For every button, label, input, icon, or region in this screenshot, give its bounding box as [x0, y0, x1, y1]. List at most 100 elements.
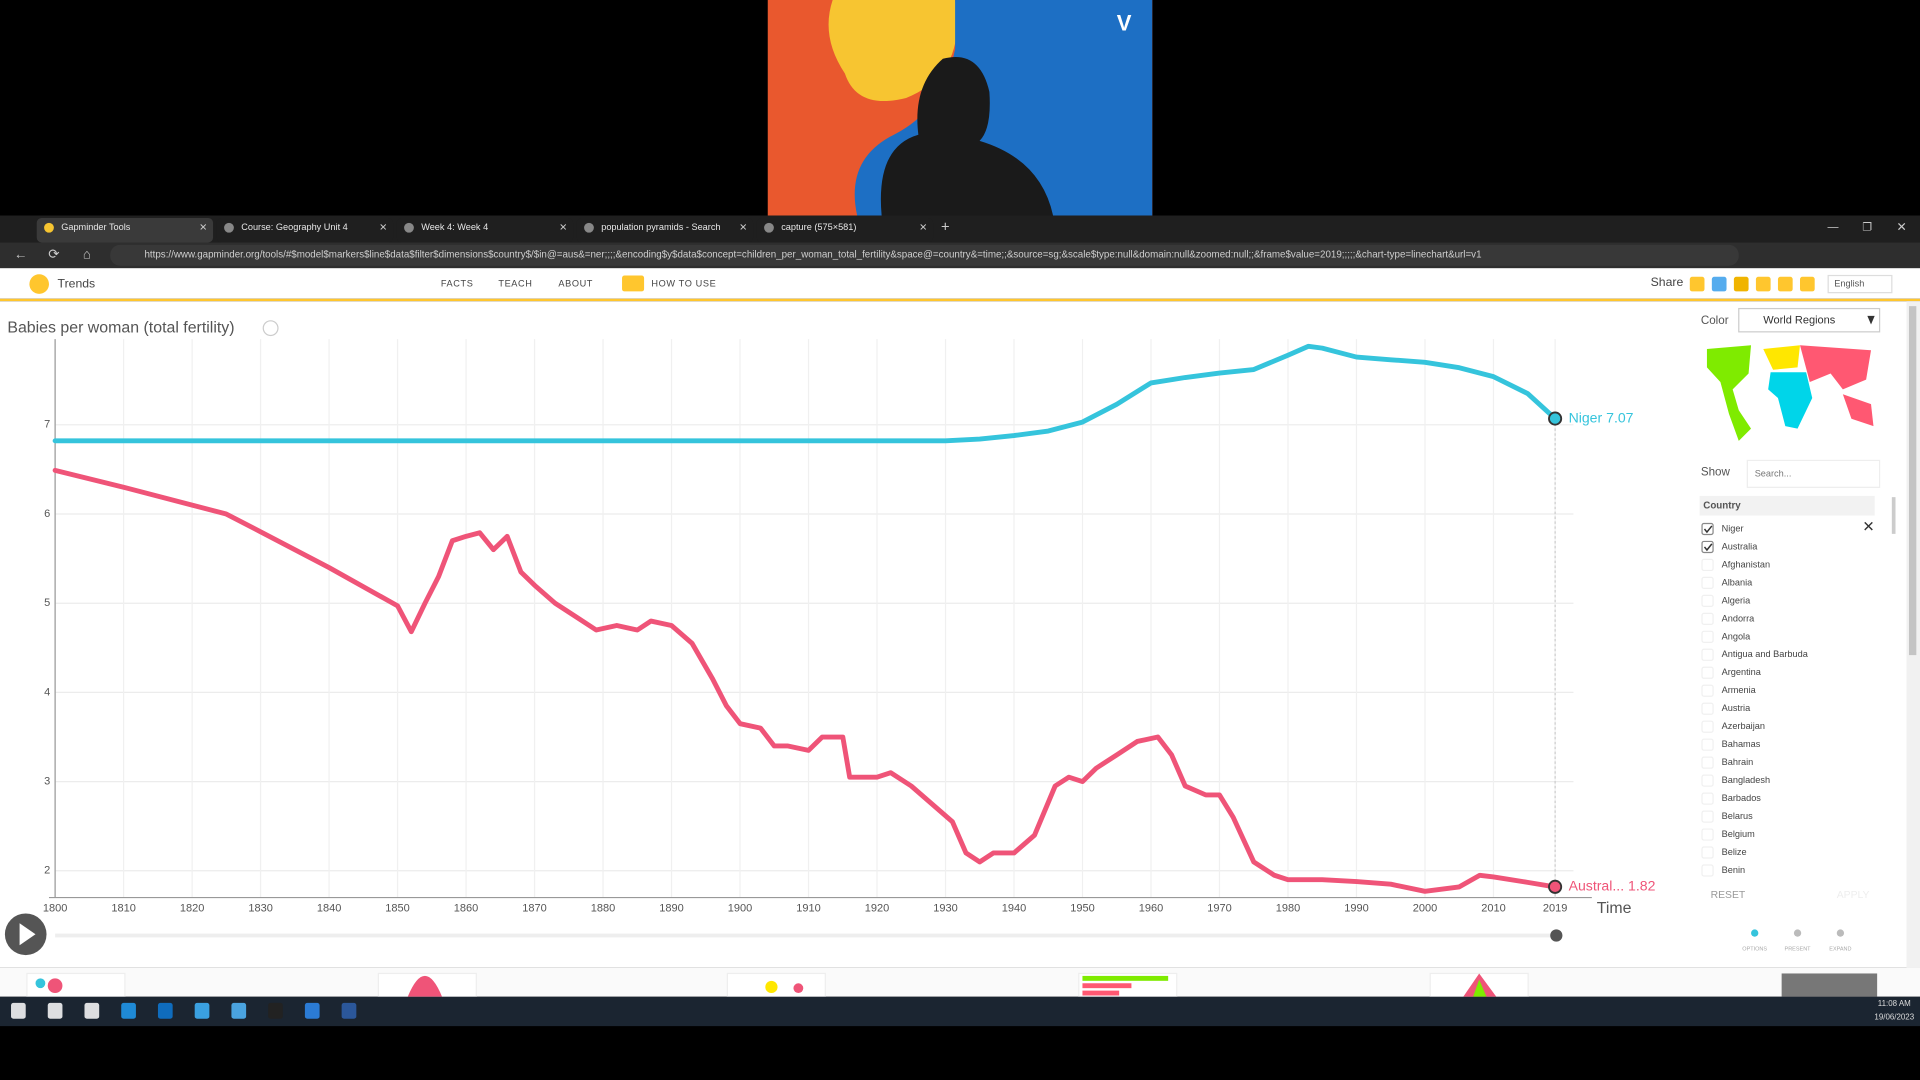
option-icon[interactable]: [1751, 929, 1759, 937]
share-icon[interactable]: [1711, 276, 1727, 292]
country-name[interactable]: Belarus: [1722, 811, 1754, 821]
tab-close[interactable]: ✕: [919, 222, 927, 233]
checkbox[interactable]: [1701, 594, 1714, 608]
share-icon[interactable]: [1733, 276, 1749, 292]
country-name[interactable]: Barbados: [1722, 793, 1762, 803]
checkbox[interactable]: [1701, 846, 1714, 859]
taskbar-icon[interactable]: [121, 1002, 136, 1019]
country-name[interactable]: Belgium: [1722, 829, 1755, 839]
restore[interactable]: ❐: [1862, 222, 1872, 234]
taskbar-icon[interactable]: [157, 1002, 173, 1019]
checkbox[interactable]: [1701, 720, 1714, 733]
tab-close[interactable]: ✕: [379, 222, 387, 233]
checkbox[interactable]: [1701, 666, 1714, 679]
checkbox[interactable]: [1701, 828, 1714, 841]
taskbar-icon[interactable]: [47, 1002, 63, 1019]
share-icon[interactable]: [1800, 276, 1815, 292]
tab-close[interactable]: ✕: [559, 222, 567, 233]
checkbox[interactable]: [1701, 792, 1714, 805]
share-icon[interactable]: [1755, 276, 1771, 292]
end-point[interactable]: [1548, 879, 1563, 894]
region-map[interactable]: [1706, 345, 1874, 441]
timeline-handle[interactable]: [1550, 929, 1563, 942]
checkbox[interactable]: [1701, 738, 1714, 751]
country-name[interactable]: Angola: [1722, 631, 1751, 641]
back-button[interactable]: ←: [14, 246, 27, 261]
menu-item[interactable]: TEACH: [498, 279, 532, 289]
checkbox[interactable]: [1701, 576, 1714, 590]
end-label[interactable]: Austral... 1.82: [1569, 878, 1656, 894]
checkbox[interactable]: [1701, 648, 1714, 661]
color-select[interactable]: [1738, 307, 1881, 333]
tab[interactable]: [36, 217, 214, 243]
country-name[interactable]: Andorra: [1722, 613, 1756, 623]
country-name[interactable]: Bangladesh: [1722, 775, 1770, 785]
option-label[interactable]: EXPAND: [1829, 946, 1851, 952]
reset-button[interactable]: RESET: [1711, 890, 1746, 901]
checkbox[interactable]: [1701, 810, 1714, 823]
country-name[interactable]: Australia: [1722, 541, 1759, 551]
checkbox[interactable]: [1701, 522, 1714, 536]
minimize[interactable]: —: [1828, 222, 1840, 234]
language-select[interactable]: [1827, 274, 1893, 294]
tab-close[interactable]: ✕: [739, 222, 747, 233]
taskbar-icon[interactable]: [84, 1002, 100, 1019]
taskbar-icon[interactable]: [11, 1002, 26, 1019]
country-name[interactable]: Azerbaijan: [1722, 721, 1765, 731]
checkbox[interactable]: [1701, 774, 1714, 787]
checkbox[interactable]: [1701, 864, 1714, 877]
share-icon[interactable]: [1689, 276, 1705, 292]
checkbox[interactable]: [1701, 540, 1714, 554]
country-name[interactable]: Benin: [1722, 865, 1745, 875]
option-icon[interactable]: [1836, 929, 1845, 937]
country-name[interactable]: Belize: [1722, 847, 1747, 857]
end-label[interactable]: Niger 7.07: [1569, 409, 1634, 425]
option-icon[interactable]: [1793, 929, 1802, 937]
country-name[interactable]: Austria: [1722, 703, 1751, 713]
taskbar-icon[interactable]: [341, 1002, 357, 1019]
tab[interactable]: [756, 217, 934, 243]
scroll-thumb[interactable]: [1908, 306, 1917, 656]
thumb-photos[interactable]: [1781, 973, 1878, 997]
country-name[interactable]: Argentina: [1722, 667, 1762, 677]
checkbox[interactable]: [1701, 702, 1714, 715]
menu-item[interactable]: HOW TO USE: [651, 279, 716, 289]
menu-item[interactable]: FACTS: [441, 279, 474, 289]
country-name[interactable]: Niger: [1722, 523, 1744, 533]
help-icon[interactable]: [262, 320, 279, 337]
end-point[interactable]: [1548, 411, 1563, 426]
close-window[interactable]: ✕: [1896, 220, 1906, 234]
checkbox[interactable]: [1701, 612, 1714, 625]
checkbox[interactable]: [1701, 756, 1714, 769]
country-name[interactable]: Albania: [1722, 577, 1753, 587]
home-button[interactable]: ⌂: [83, 246, 91, 261]
country-name[interactable]: Bahamas: [1722, 739, 1761, 749]
reload-button[interactable]: ⟳: [48, 246, 60, 261]
url-field[interactable]: [110, 244, 1739, 266]
option-label[interactable]: OPTIONS: [1742, 946, 1767, 952]
app-name[interactable]: Trends: [58, 276, 96, 290]
tab[interactable]: [576, 217, 754, 243]
taskbar-icon[interactable]: [268, 1002, 283, 1019]
share-icon[interactable]: [1777, 276, 1793, 292]
checkbox[interactable]: [1701, 630, 1714, 643]
country-name[interactable]: Armenia: [1722, 685, 1757, 695]
tab[interactable]: [216, 217, 394, 243]
country-name[interactable]: Bahrain: [1722, 757, 1754, 767]
checkbox[interactable]: [1701, 684, 1714, 697]
taskbar-icon[interactable]: [194, 1002, 210, 1019]
list-header[interactable]: Country: [1703, 500, 1741, 511]
tab[interactable]: [396, 217, 574, 243]
country-name[interactable]: Afghanistan: [1722, 559, 1770, 569]
checkbox[interactable]: [1701, 558, 1714, 572]
country-name[interactable]: Algeria: [1722, 595, 1751, 605]
search-box[interactable]: [1746, 459, 1881, 488]
new-tab[interactable]: +: [941, 220, 950, 236]
apply-button[interactable]: APPLY: [1837, 890, 1870, 901]
taskbar-icon[interactable]: [231, 1002, 247, 1019]
taskbar-icon[interactable]: [304, 1002, 320, 1019]
menu-item[interactable]: ABOUT: [558, 279, 593, 289]
deselect-button[interactable]: ✕: [1862, 520, 1874, 536]
app-logo[interactable]: [29, 274, 49, 294]
tab-close[interactable]: ✕: [199, 222, 207, 233]
